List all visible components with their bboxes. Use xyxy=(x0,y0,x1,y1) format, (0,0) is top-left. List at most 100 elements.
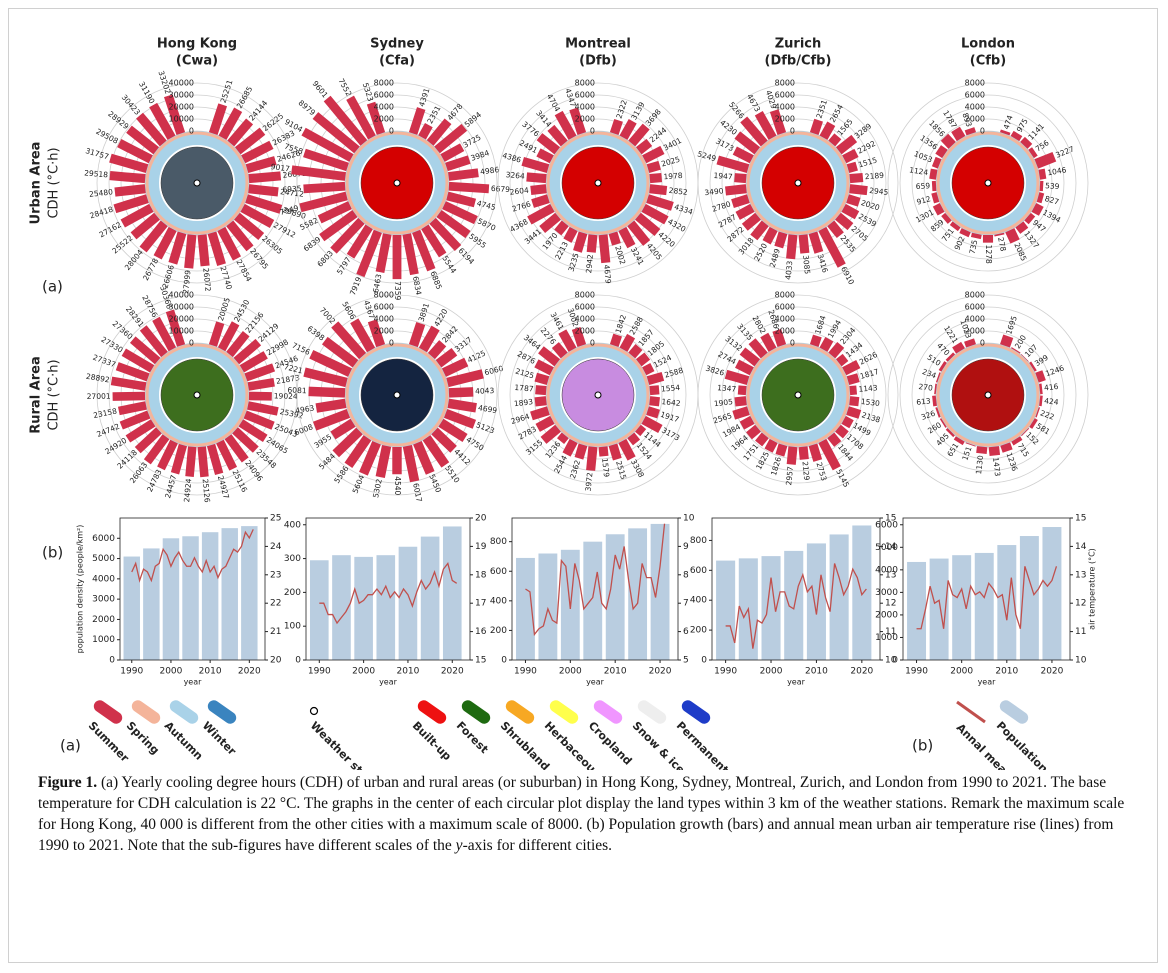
cdh-label: 200 xyxy=(1013,333,1028,350)
y-tick-label: 0 xyxy=(501,656,507,666)
cdh-label: 4386 xyxy=(501,151,522,165)
weather-station xyxy=(394,392,400,398)
cdh-bar xyxy=(803,235,805,253)
cdh-bar xyxy=(613,445,617,459)
cdh-label: 20005 xyxy=(216,296,232,322)
cdh-label: 5302 xyxy=(371,478,384,499)
cdh-label: 26685 xyxy=(235,85,255,110)
cdh-bar xyxy=(732,199,748,204)
cdh-bar xyxy=(1032,423,1035,425)
cdh-bar xyxy=(803,447,804,460)
cdh-bar xyxy=(115,189,145,192)
y-tick-label: 200 xyxy=(284,588,301,598)
cdh-bar xyxy=(648,376,663,380)
cdh-bar xyxy=(248,382,274,386)
cdh-bar xyxy=(949,356,951,358)
cdh-bar xyxy=(190,447,193,477)
cdh-bar xyxy=(1016,439,1018,443)
population-bar xyxy=(830,534,849,660)
x-tick-label: 2000 xyxy=(352,667,375,677)
city-climate: (Dfb/Cfb) xyxy=(765,54,832,69)
cdh-bar xyxy=(407,446,414,481)
cdh-label: 2322 xyxy=(614,99,629,120)
cdh-bar xyxy=(848,199,860,203)
cdh-label: 2780 xyxy=(711,199,732,213)
cdh-label: 3135 xyxy=(735,322,754,343)
cdh-label: 581 xyxy=(1035,421,1052,436)
weather-station xyxy=(985,392,991,398)
cdh-bar xyxy=(189,235,192,268)
cdh-label: 6935 xyxy=(282,184,302,194)
radial-tick-label: 4000 xyxy=(374,103,394,112)
legend-line xyxy=(957,702,985,722)
cdh-label: 3441 xyxy=(523,227,544,246)
cdh-label: 2020 xyxy=(860,198,881,212)
cdh-label: 222 xyxy=(1039,408,1056,421)
panel-label: (b) xyxy=(912,737,933,755)
cdh-label: 3235 xyxy=(567,252,581,273)
cdh-bar xyxy=(603,235,606,263)
panel-label: (b) xyxy=(42,544,63,562)
cdh-label: 912 xyxy=(916,194,932,207)
cdh-label: 1905 xyxy=(713,397,733,408)
x-tick-label: 2010 xyxy=(995,667,1018,677)
cdh-bar xyxy=(964,230,966,235)
cdh-label: 5266 xyxy=(727,100,746,121)
cdh-label: 2842 xyxy=(440,324,460,344)
cdh-label: 2705 xyxy=(849,224,870,243)
y2-tick-label: 10 xyxy=(1075,656,1087,666)
cdh-bar xyxy=(850,177,863,178)
y-tick-label: 5000 xyxy=(92,554,115,564)
y-tick-label: 600 xyxy=(690,566,707,576)
cdh-label: 5797 xyxy=(335,255,353,276)
y-tick-label: 600 xyxy=(490,567,507,577)
y-tick-label: 0 xyxy=(701,656,707,666)
x-tick-label: 2020 xyxy=(238,667,261,677)
cdh-bar xyxy=(644,420,661,429)
radial-tick-label: 4000 xyxy=(374,315,394,324)
cdh-bar xyxy=(1028,217,1032,221)
cdh-bar xyxy=(734,411,749,416)
cdh-label: 1236 xyxy=(1005,451,1020,472)
y-tick-label: 2000 xyxy=(875,610,898,620)
radial-tick-label: 2000 xyxy=(575,327,595,336)
cdh-label: 1278 xyxy=(984,245,993,264)
cdh-label: 975 xyxy=(1015,117,1030,134)
cdh-bar xyxy=(848,378,858,381)
cdh-label: 2002 xyxy=(613,245,627,266)
cdh-bar xyxy=(1025,432,1026,433)
radial-tick-label: 8000 xyxy=(374,79,394,88)
cdh-bar xyxy=(718,160,748,169)
cdh-bar xyxy=(380,446,386,477)
y2-tick-label: 21 xyxy=(270,627,281,637)
cdh-label: 27330 xyxy=(99,335,124,355)
cdh-label: 24065 xyxy=(265,435,290,456)
population-bar xyxy=(583,542,602,660)
cdh-label: 1893 xyxy=(514,397,534,408)
cdh-label: 278 xyxy=(996,236,1008,252)
caption-label: Figure 1. xyxy=(38,774,97,791)
cdh-bar xyxy=(1005,444,1007,451)
cdh-label: 4043 xyxy=(475,386,495,396)
weather-station xyxy=(795,392,801,398)
legend-label: Autumn xyxy=(162,719,206,763)
panel-label: (a) xyxy=(60,737,81,755)
cdh-label: 751 xyxy=(940,226,956,243)
cdh-bar xyxy=(934,162,940,164)
cdh-bar xyxy=(1019,224,1024,230)
y2-tick-label: 7 xyxy=(683,599,689,609)
radial-tick-label: 4000 xyxy=(965,315,985,324)
weather-station xyxy=(595,392,601,398)
cdh-label: 6194 xyxy=(456,246,476,266)
cdh-label: 735 xyxy=(967,239,979,255)
radial-tick-label: 8000 xyxy=(965,291,985,300)
cdh-bar xyxy=(944,137,952,145)
cdh-bar xyxy=(447,196,475,203)
cdh-bar xyxy=(446,160,469,167)
cdh-bar xyxy=(562,332,572,350)
cdh-label: 1684 xyxy=(813,314,828,335)
cdh-bar xyxy=(444,362,466,373)
radial-tick-label: 6000 xyxy=(775,303,795,312)
population-bar xyxy=(1042,527,1061,660)
cdh-bar xyxy=(813,445,818,461)
